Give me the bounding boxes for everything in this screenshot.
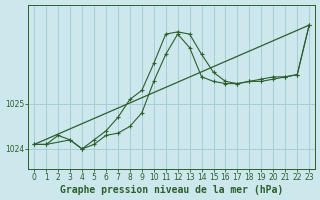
X-axis label: Graphe pression niveau de la mer (hPa): Graphe pression niveau de la mer (hPa)	[60, 185, 283, 195]
